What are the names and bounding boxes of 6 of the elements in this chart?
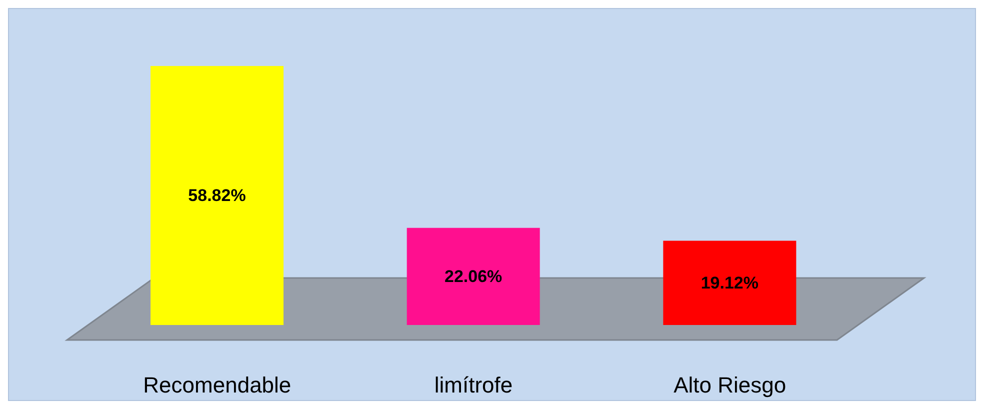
x-tick-label: Recomendable bbox=[143, 372, 292, 398]
x-tick-label: Alto Riesgo bbox=[674, 372, 786, 398]
data-label: 19.12% bbox=[700, 273, 759, 292]
data-label: 22.06% bbox=[444, 266, 502, 286]
data-label: 58.82% bbox=[188, 186, 246, 205]
x-tick-label: limítrofe bbox=[434, 372, 513, 398]
